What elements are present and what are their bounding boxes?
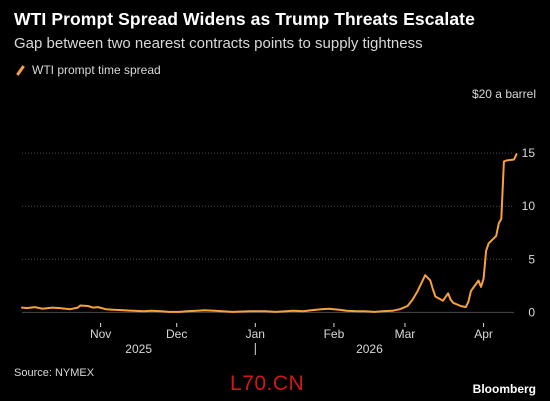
legend-label: WTI prompt time spread: [32, 63, 161, 77]
source-note: Source: NYMEX: [14, 367, 95, 379]
x-tick-label: Jan: [246, 327, 265, 341]
x-tick-label: Mar: [395, 327, 416, 341]
y-tick-label: 10: [522, 199, 536, 213]
x-tick-label: Dec: [166, 327, 187, 341]
y-tick-label: 0: [528, 305, 535, 319]
year-label: 2026: [356, 342, 383, 356]
x-tick-label: Nov: [90, 327, 111, 341]
year-label: 2025: [125, 342, 152, 356]
x-tick-label: Feb: [324, 327, 345, 341]
chart-title: WTI Prompt Spread Widens as Trump Threat…: [14, 9, 475, 29]
y-axis-unit-label: $20 a barrel: [471, 87, 536, 101]
y-tick-label: 5: [528, 252, 535, 266]
series-line: [21, 153, 518, 313]
chart-subtitle: Gap between two nearest contracts points…: [14, 35, 423, 52]
y-tick-label: 15: [522, 146, 536, 160]
bloomberg-logo: Bloomberg: [472, 382, 536, 396]
x-tick-label: Apr: [474, 327, 493, 341]
watermark: L70.CN: [230, 372, 305, 395]
legend: WTI prompt time spread: [14, 63, 161, 77]
